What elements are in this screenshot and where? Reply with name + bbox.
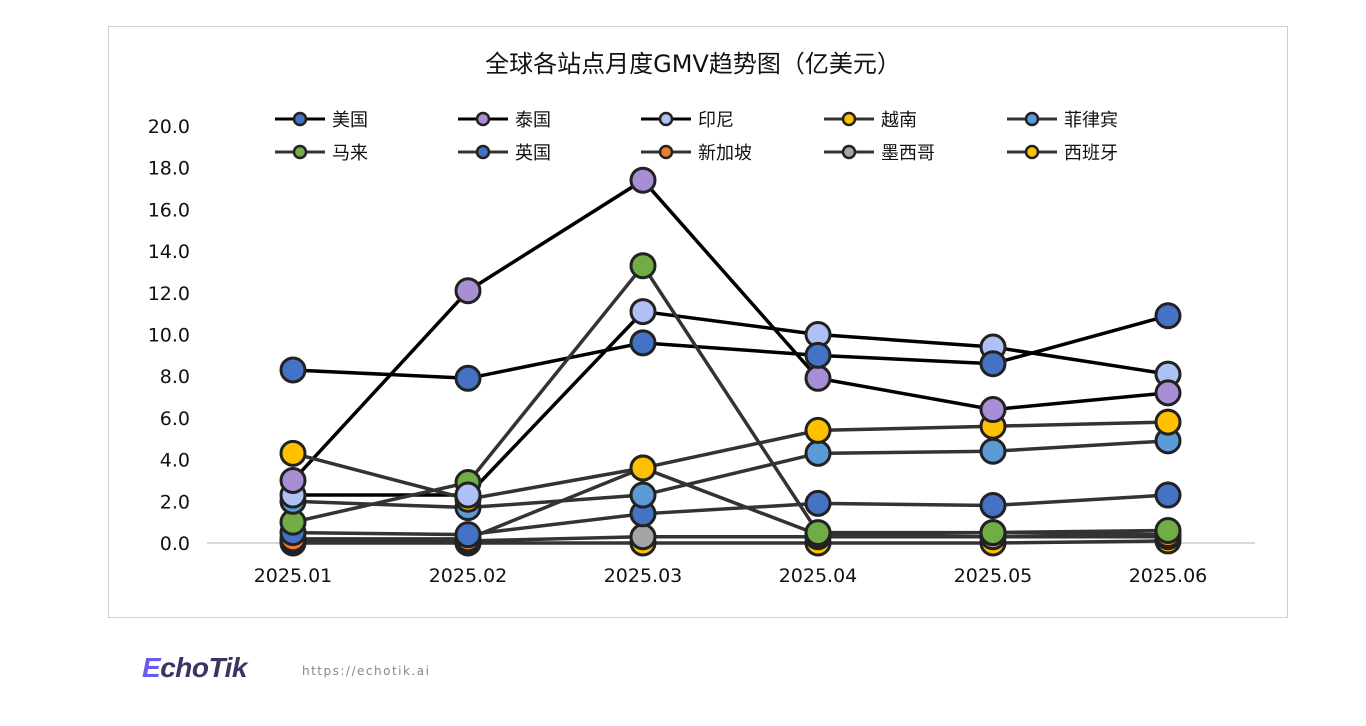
legend-label: 西班牙 <box>1064 143 1118 164</box>
data-point-英国 <box>1154 481 1182 509</box>
legend-marker <box>292 144 308 160</box>
x-tick-label: 2025.04 <box>779 565 858 587</box>
data-point-英国 <box>979 491 1007 519</box>
data-point-马来 <box>979 519 1007 547</box>
series-line-美国 <box>292 314 1169 381</box>
legend-label: 新加坡 <box>698 143 752 164</box>
series-line-英国 <box>292 493 1169 537</box>
data-point-菲律宾 <box>629 481 657 509</box>
series-line-新加坡 <box>293 466 1169 541</box>
y-tick-label: 12.0 <box>148 283 190 305</box>
legend-label: 墨西哥 <box>881 143 935 164</box>
footer-url: https://echotik.ai <box>302 664 431 678</box>
x-tick-label: 2025.05 <box>954 565 1033 587</box>
legend-label: 美国 <box>332 110 368 131</box>
legend-marker <box>658 111 674 127</box>
data-point-泰国 <box>979 396 1007 424</box>
data-point-越南 <box>279 439 307 467</box>
data-point-英国 <box>804 489 832 517</box>
legend-marker <box>1024 111 1040 127</box>
legend-label: 菲律宾 <box>1064 110 1118 131</box>
data-point-菲律宾 <box>804 439 832 467</box>
data-point-泰国 <box>804 364 832 392</box>
x-tick-label: 2025.02 <box>429 565 508 587</box>
data-point-马来 <box>1154 516 1182 544</box>
legend-label: 越南 <box>881 110 917 131</box>
series-line-菲律宾 <box>292 439 1169 510</box>
y-tick-label: 18.0 <box>148 158 190 180</box>
legend-label: 印尼 <box>698 110 734 131</box>
series-line-印尼 <box>293 309 1169 497</box>
legend-marker <box>841 144 857 160</box>
data-point-美国 <box>1154 302 1182 330</box>
x-tick-label: 2025.03 <box>604 565 683 587</box>
series-line-马来 <box>292 262 1169 535</box>
y-tick-label: 6.0 <box>160 408 190 430</box>
data-point-泰国 <box>454 277 482 305</box>
echotik-logo: EchoTik <box>142 652 247 683</box>
x-tick-label: 2025.01 <box>254 565 333 587</box>
series-line-越南 <box>292 420 1169 502</box>
legend-marker <box>1024 144 1040 160</box>
data-point-越南 <box>804 416 832 444</box>
y-tick-label: 16.0 <box>148 199 190 221</box>
data-point-马来 <box>804 519 832 547</box>
legend-marker <box>658 144 674 160</box>
data-point-印尼 <box>629 298 657 326</box>
legend-marker <box>475 111 491 127</box>
data-point-菲律宾 <box>979 437 1007 465</box>
data-point-泰国 <box>1154 379 1182 407</box>
legend-marker <box>292 111 308 127</box>
data-point-美国 <box>804 341 832 369</box>
data-point-墨西哥 <box>629 523 657 551</box>
y-tick-label: 10.0 <box>148 325 190 347</box>
legend-label: 马来 <box>332 143 368 164</box>
data-point-马来 <box>629 252 657 280</box>
series-line-泰国 <box>291 177 1169 482</box>
y-tick-label: 2.0 <box>160 491 190 513</box>
series-line-墨西哥 <box>293 534 1168 543</box>
y-tick-label: 14.0 <box>148 241 190 263</box>
y-tick-label: 8.0 <box>160 366 190 388</box>
chart-title: 全球各站点月度GMV趋势图（亿美元） <box>485 50 901 78</box>
y-tick-label: 4.0 <box>160 450 190 472</box>
x-tick-label: 2025.06 <box>1129 565 1208 587</box>
data-point-美国 <box>979 350 1007 378</box>
data-point-印尼 <box>454 481 482 509</box>
data-point-美国 <box>279 356 307 384</box>
legend-marker <box>841 111 857 127</box>
data-point-泰国 <box>279 466 307 494</box>
data-point-美国 <box>454 364 482 392</box>
data-point-泰国 <box>629 166 657 194</box>
legend-label: 英国 <box>515 143 551 164</box>
data-point-越南 <box>1154 408 1182 436</box>
legend-marker <box>475 144 491 160</box>
y-tick-label: 20.0 <box>148 116 190 138</box>
data-point-越南 <box>629 454 657 482</box>
y-tick-label: 0.0 <box>160 533 190 555</box>
legend-label: 泰国 <box>515 110 551 131</box>
data-point-英国 <box>454 521 482 549</box>
series-line-西班牙 <box>293 539 1169 545</box>
chart-frame <box>108 26 1288 618</box>
data-point-美国 <box>629 329 657 357</box>
